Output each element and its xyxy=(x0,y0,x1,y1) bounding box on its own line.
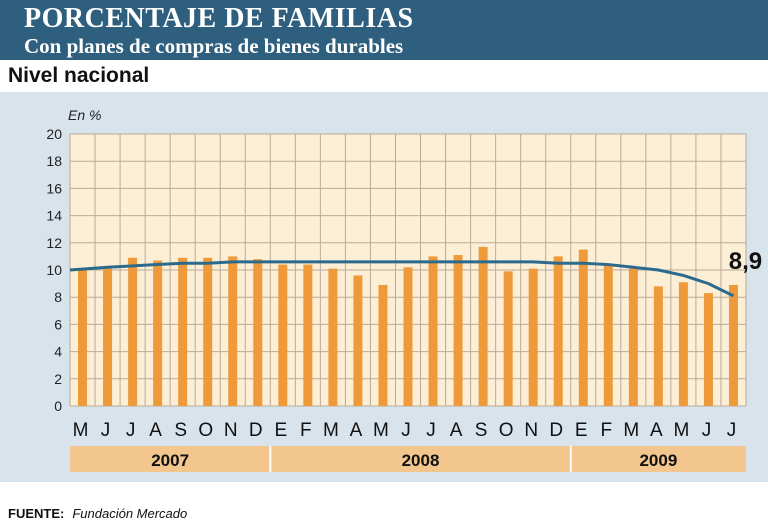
x-tick-label: J xyxy=(426,420,436,441)
y-tick-label: 16 xyxy=(46,180,62,196)
x-tick-label: F xyxy=(600,420,612,441)
year-label: 2009 xyxy=(639,451,677,470)
trend-line xyxy=(69,260,735,298)
bar xyxy=(653,286,663,406)
bar xyxy=(353,275,363,406)
bar xyxy=(403,267,413,406)
x-tick-label: D xyxy=(249,420,263,441)
bar xyxy=(678,282,688,406)
x-tick-label: O xyxy=(198,420,213,441)
bar xyxy=(78,268,88,406)
x-tick-label: M xyxy=(623,420,639,441)
x-tick-label: O xyxy=(499,420,514,441)
x-tick-label: A xyxy=(450,420,463,441)
year-band xyxy=(270,446,571,472)
bar xyxy=(503,271,513,406)
y-tick-label: 4 xyxy=(54,344,62,360)
bar xyxy=(128,257,138,406)
y-tick-label: 6 xyxy=(54,316,62,332)
year-band xyxy=(70,446,271,472)
year-label: 2007 xyxy=(151,451,189,470)
bar xyxy=(303,264,313,406)
y-tick-label: 14 xyxy=(46,208,62,224)
x-tick-label: J xyxy=(126,420,136,441)
x-tick-label: A xyxy=(350,420,363,441)
chart-subtitle: Con planes de compras de bienes durables xyxy=(24,34,404,58)
y-tick-label: 18 xyxy=(46,153,62,169)
x-tick-label: J xyxy=(101,420,111,441)
bar xyxy=(603,264,613,406)
header: PORCENTAJE DE FAMILIAS Con planes de com… xyxy=(0,0,768,60)
bar xyxy=(528,268,538,406)
x-tick-label: A xyxy=(650,420,663,441)
bar xyxy=(278,264,288,406)
x-tick-label: E xyxy=(575,420,588,441)
bar xyxy=(378,284,388,406)
bar xyxy=(728,284,738,406)
x-tick-label: M xyxy=(73,420,89,441)
x-tick-label: N xyxy=(224,420,238,441)
x-tick-label: J xyxy=(702,420,712,441)
source-label: FUENTE: xyxy=(8,506,65,521)
bar xyxy=(478,246,488,406)
bar xyxy=(103,268,113,406)
x-tick-label: M xyxy=(673,420,689,441)
bar xyxy=(153,260,163,406)
chart-title: PORCENTAJE DE FAMILIAS xyxy=(24,3,414,34)
y-tick-label: 10 xyxy=(46,262,62,278)
y-tick-label: 2 xyxy=(54,371,62,387)
x-tick-label: E xyxy=(274,420,287,441)
x-tick-label: M xyxy=(373,420,389,441)
x-tick-label: M xyxy=(323,420,339,441)
bar xyxy=(578,249,588,406)
bar xyxy=(553,256,563,406)
bar xyxy=(328,268,338,406)
source-value: Fundación Mercado xyxy=(72,506,188,521)
x-tick-label: F xyxy=(300,420,312,441)
x-tick-label: J xyxy=(401,420,411,441)
y-tick-label: 0 xyxy=(54,398,62,414)
bar xyxy=(703,293,713,406)
source: FUENTE: Fundación Mercado xyxy=(8,506,187,521)
bar xyxy=(628,268,638,406)
x-tick-label: S xyxy=(174,420,187,441)
section-label: Nivel nacional xyxy=(8,64,150,87)
y-tick-label: 12 xyxy=(46,235,62,251)
value-annotation: 8,9 xyxy=(729,248,762,275)
x-tick-label: D xyxy=(549,420,563,441)
x-tick-label: N xyxy=(524,420,538,441)
bar xyxy=(253,259,263,406)
x-tick-label: J xyxy=(727,420,737,441)
bar xyxy=(203,257,213,406)
x-tick-label: A xyxy=(149,420,162,441)
bar xyxy=(178,257,188,406)
bar xyxy=(428,256,438,406)
y-tick-label: 8 xyxy=(54,289,62,305)
y-axis-label: En % xyxy=(68,107,101,123)
bar xyxy=(228,256,238,406)
bar xyxy=(453,255,463,406)
x-tick-label: S xyxy=(475,420,488,441)
year-band xyxy=(570,446,746,472)
year-label: 2008 xyxy=(402,451,440,470)
y-tick-label: 20 xyxy=(46,126,62,142)
